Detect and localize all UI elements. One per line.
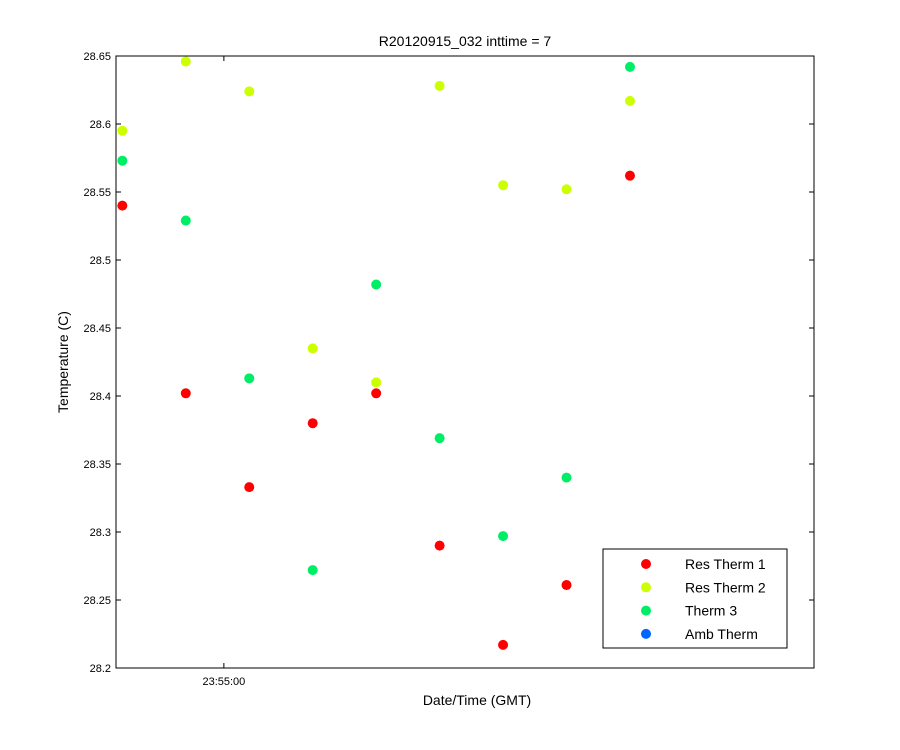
data-point-res-therm-1	[561, 580, 572, 591]
legend-marker	[641, 582, 651, 593]
data-point-therm-3	[307, 565, 318, 576]
data-point-res-therm-1	[117, 200, 128, 211]
data-point-res-therm-2	[434, 80, 445, 91]
data-point-therm-3	[117, 155, 128, 166]
y-tick-label: 28.35	[83, 459, 111, 471]
y-tick-label: 28.55	[83, 187, 111, 199]
data-point-therm-3	[244, 373, 255, 384]
legend-label: Therm 3	[685, 603, 737, 619]
data-point-res-therm-2	[371, 377, 382, 388]
data-point-res-therm-2	[307, 343, 318, 354]
y-tick-label: 28.4	[90, 391, 111, 403]
legend: Res Therm 1 Res Therm 2 Therm 3 Amb Therm	[602, 548, 788, 649]
data-point-res-therm-1	[180, 388, 191, 399]
data-point-res-therm-2	[498, 180, 509, 191]
legend-marker	[641, 559, 651, 569]
legend-marker	[641, 605, 651, 616]
data-point-therm-3	[624, 61, 635, 72]
data-point-therm-3	[180, 215, 191, 226]
data-point-res-therm-2	[180, 56, 191, 67]
y-tick-label: 28.5	[90, 255, 111, 267]
y-axis-label: Temperature (C)	[55, 311, 71, 413]
data-point-res-therm-2	[561, 184, 572, 195]
data-point-res-therm-1	[434, 540, 445, 551]
data-point-therm-3	[561, 472, 572, 483]
y-tick-label: 28.2	[90, 663, 111, 675]
y-tick-label: 28.65	[83, 51, 111, 63]
axis-ticks: 28.2 28.25 28.3 28.35 28.4 28.45 28.5 28.55 28.6…	[83, 51, 814, 688]
y-tick-label: 28.3	[90, 527, 111, 539]
data-point-therm-3	[371, 279, 382, 290]
data-point-res-therm-1	[498, 639, 509, 650]
data-point-res-therm-1	[371, 388, 382, 399]
legend-label: Res Therm 1	[685, 556, 766, 572]
y-tick-label: 28.6	[90, 119, 111, 131]
legend-label: Res Therm 2	[685, 579, 766, 595]
data-point-res-therm-1	[307, 418, 318, 429]
data-point-therm-3	[498, 531, 509, 542]
legend-marker	[641, 628, 651, 639]
chart-title: R20120915_032 inttime = 7	[379, 33, 552, 49]
legend-box	[602, 548, 788, 649]
legend-label: Amb Therm	[685, 626, 758, 642]
y-tick-label: 28.45	[83, 323, 111, 335]
y-tick-label: 28.25	[83, 595, 111, 607]
x-tick-label: 23:55:00	[202, 676, 245, 688]
data-point-res-therm-2	[117, 125, 128, 136]
data-point-res-therm-2	[624, 95, 635, 106]
data-point-res-therm-1	[244, 482, 255, 493]
data-point-res-therm-1	[624, 170, 635, 181]
data-points	[117, 56, 635, 650]
data-point-res-therm-2	[244, 86, 255, 97]
x-axis-label: Date/Time (GMT)	[423, 692, 531, 708]
data-point-therm-3	[434, 433, 445, 444]
